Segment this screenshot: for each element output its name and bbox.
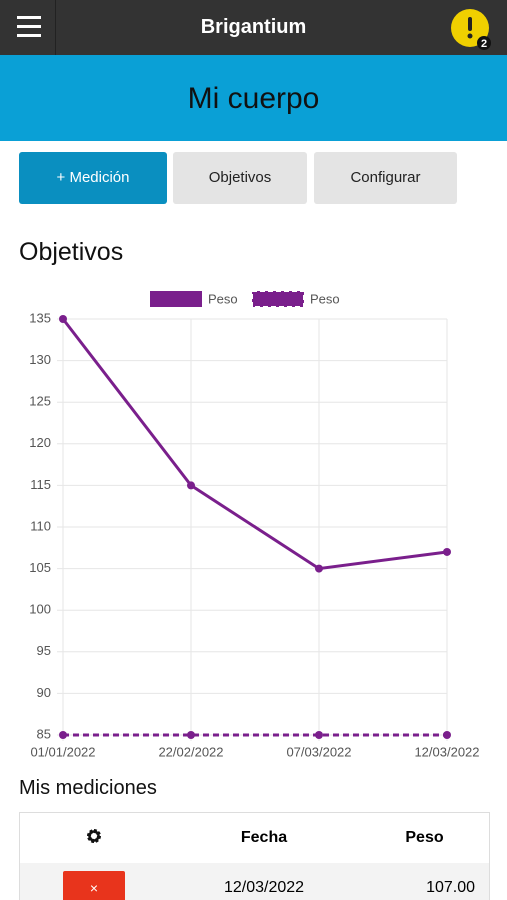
tab-button[interactable]: Configurar <box>314 152 457 204</box>
series-line <box>61 318 448 571</box>
app-title: Brigantium <box>200 16 307 38</box>
page-title: Mi cuerpo <box>187 82 320 115</box>
legend-swatch <box>150 291 202 307</box>
legend-swatch <box>251 290 305 308</box>
y-tick-label: 135 <box>29 310 51 325</box>
y-tick-label: 90 <box>37 685 51 700</box>
section-title: Objetivos <box>19 238 124 266</box>
data-point <box>187 481 195 490</box>
column-header: Peso <box>405 829 444 846</box>
data-point <box>187 731 195 739</box>
x-tick-label: 07/03/2022 <box>286 744 351 759</box>
tab-button[interactable]: Objetivos <box>173 152 307 204</box>
data-point <box>59 315 67 323</box>
y-tick-label: 115 <box>30 477 51 492</box>
menu-icon[interactable] <box>17 16 41 38</box>
y-tick-label: 105 <box>29 560 51 575</box>
y-tick-label: 110 <box>30 518 51 533</box>
chart: 85 90 95 100 105 110 115 120 125 130 135 01/01/2022… <box>29 290 480 759</box>
column-header: Fecha <box>240 829 288 846</box>
data-point <box>443 731 451 739</box>
alerts-icon[interactable]: 2 <box>450 8 496 54</box>
data-point <box>315 564 323 573</box>
legend-label: Peso <box>208 291 238 306</box>
table-cell: 107.00 <box>426 879 475 896</box>
delete-button[interactable]: × <box>63 871 125 900</box>
y-tick-label: 85 <box>37 726 51 741</box>
data-point <box>315 731 323 739</box>
data-point <box>443 547 451 556</box>
y-tick-label: 95 <box>37 643 51 658</box>
y-tick-label: 120 <box>29 435 51 450</box>
y-tick-label: 130 <box>29 352 51 367</box>
settings-column <box>20 813 168 863</box>
legend-label: Peso <box>310 291 340 306</box>
data-point <box>59 731 67 739</box>
measurements-table: Fecha Peso × 12/03/2022 107.00 <box>20 813 489 900</box>
banner: Mi cuerpo <box>0 55 507 141</box>
x-tick-label: 12/03/2022 <box>414 744 479 759</box>
gear-icon <box>87 828 101 843</box>
alert-badge: 2 <box>481 38 487 50</box>
top-bar: Brigantium 2 <box>0 0 507 55</box>
x-tick-label: 01/01/2022 <box>30 744 95 759</box>
tab-button[interactable]: + Medición <box>19 152 167 204</box>
y-tick-label: 100 <box>29 602 51 617</box>
x-tick-label: 22/02/2022 <box>158 744 223 759</box>
y-tick-label: 125 <box>29 394 51 409</box>
table-box: Fecha Peso × 12/03/2022 107.00 <box>19 812 490 900</box>
table-cell: 12/03/2022 <box>223 879 305 896</box>
section-title: Mis mediciones <box>19 777 157 799</box>
